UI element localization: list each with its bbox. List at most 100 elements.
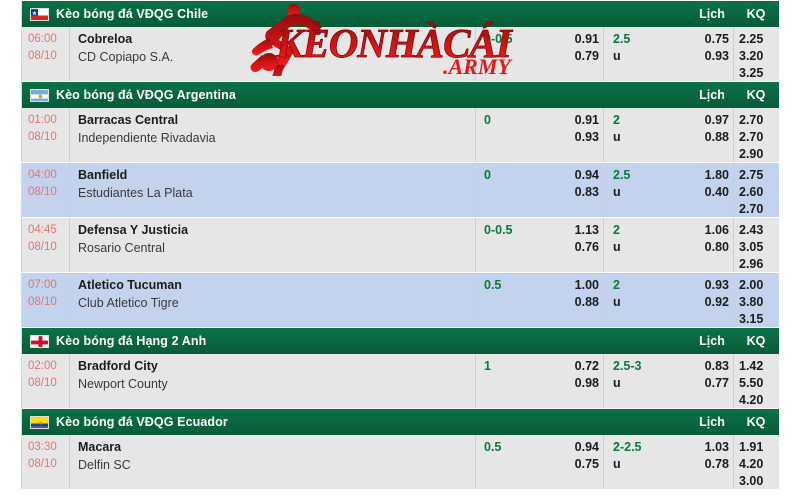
home-team-name[interactable]: Cobreloa [78, 32, 133, 46]
onextwo-odd-home[interactable]: 1.91 [739, 440, 764, 454]
onextwo-odd-away[interactable]: 4.20 [739, 393, 764, 407]
away-team-name[interactable]: Estudiantes La Plata [78, 186, 193, 200]
handicap-odd-away[interactable]: 0.79 [574, 49, 599, 63]
away-team-name[interactable]: Club Atletico Tigre [78, 296, 179, 310]
handicap-line[interactable]: 0-0.5 [484, 32, 513, 46]
handicap-line-cell[interactable]: 0. [475, 108, 545, 162]
under-marker[interactable]: u [613, 295, 621, 309]
under-marker[interactable]: u [613, 185, 621, 199]
home-team-name[interactable]: Banfield [78, 168, 128, 182]
under-odd[interactable]: 0.80 [704, 240, 729, 254]
over-odd[interactable]: 0.83 [704, 359, 729, 373]
away-team-name[interactable]: Newport County [78, 377, 168, 391]
overunder-line[interactable]: 2 [613, 113, 620, 127]
overunder-odds-cell[interactable]: 1.80 0.40 [681, 163, 733, 217]
league-header-ecuador[interactable]: Kèo bóng đá VĐQG Ecuador Lịch KQ [22, 409, 779, 435]
onextwo-odd-home[interactable]: 2.25 [739, 32, 764, 46]
column-header-kq[interactable]: KQ [746, 415, 766, 429]
under-odd[interactable]: 0.88 [704, 130, 729, 144]
onextwo-odd-home[interactable]: 2.70 [739, 113, 764, 127]
league-header-argentina[interactable]: Kèo bóng đá VĐQG Argentina Lịch KQ [22, 82, 779, 108]
column-header-lich[interactable]: Lịch [699, 415, 725, 429]
handicap-line[interactable]: 1 [484, 359, 491, 373]
column-header-kq[interactable]: KQ [746, 334, 766, 348]
onextwo-cell[interactable]: 1.42 5.50 4.20 [733, 354, 779, 408]
onextwo-odd-draw[interactable]: 2.60 [739, 185, 764, 199]
league-header-chile[interactable]: Kèo bóng đá VĐQG Chile Lịch KQ [22, 1, 779, 27]
overunder-odds-cell[interactable]: 1.06 0.80 [681, 218, 733, 272]
under-odd[interactable]: 0.40 [704, 185, 729, 199]
onextwo-odd-draw[interactable]: 4.20 [739, 457, 764, 471]
match-row[interactable]: 04:00 08/10 Banfield Estudiantes La Plata 0.… [22, 163, 779, 218]
onextwo-odd-away[interactable]: 2.70 [739, 202, 764, 216]
away-team-name[interactable]: Delfin SC [78, 458, 131, 472]
away-team-name[interactable]: Independiente Rivadavia [78, 131, 216, 145]
column-header-lich[interactable]: Lịch [699, 334, 725, 348]
handicap-odd-home[interactable]: 0.94 [574, 440, 599, 454]
overunder-odds-cell[interactable]: 0.75 0.93 [681, 27, 733, 81]
onextwo-odd-home[interactable]: 1.42 [739, 359, 764, 373]
league-header-england-league-two[interactable]: Kèo bóng đá Hạng 2 Anh Lịch KQ [22, 328, 779, 354]
onextwo-odd-home[interactable]: 2.00 [739, 278, 764, 292]
onextwo-odd-away[interactable]: 3.00 [739, 474, 764, 488]
onextwo-odd-draw[interactable]: 3.80 [739, 295, 764, 309]
under-marker[interactable]: u [613, 240, 621, 254]
handicap-odd-away[interactable]: 0.98 [574, 376, 599, 390]
handicap-odds-cell[interactable]: 0.94 0.75 [545, 435, 603, 489]
handicap-odds-cell[interactable]: 0.94 0.83 [545, 163, 603, 217]
match-row[interactable]: 07:00 08/10 Atletico Tucuman Club Atletico … [22, 273, 779, 328]
onextwo-cell[interactable]: 2.75 2.60 2.70 [733, 163, 779, 217]
overunder-line[interactable]: 2.5 [613, 168, 631, 182]
onextwo-odd-draw[interactable]: 3.05 [739, 240, 764, 254]
handicap-line-cell[interactable]: 0. [475, 163, 545, 217]
onextwo-cell[interactable]: 2.00 3.80 3.15 [733, 273, 779, 327]
onextwo-cell[interactable]: 2.25 3.20 3.25 [733, 27, 779, 81]
home-team-name[interactable]: Bradford City [78, 359, 158, 373]
overunder-line-cell[interactable]: 2.5-3 u [603, 354, 681, 408]
home-team-name[interactable]: Macara [78, 440, 122, 454]
handicap-odds-cell[interactable]: 0.91 0.79 [545, 27, 603, 81]
handicap-odd-away[interactable]: 0.76 [574, 240, 599, 254]
over-odd[interactable]: 0.97 [704, 113, 729, 127]
onextwo-odd-away[interactable]: 2.96 [739, 257, 764, 271]
match-row[interactable]: 04:45 08/10 Defensa Y Justicia Rosario Cent… [22, 218, 779, 273]
match-row[interactable]: 03:30 08/10 Macara Delfin SC 0.5. 0.94 0.75 2-2… [22, 435, 779, 490]
handicap-odd-home[interactable]: 0.94 [574, 168, 599, 182]
overunder-line-cell[interactable]: 2-2.5 u [603, 435, 681, 489]
over-odd[interactable]: 1.03 [704, 440, 729, 454]
away-team-name[interactable]: CD Copiapo S.A. [78, 50, 174, 64]
handicap-line-cell[interactable]: 0-0.5. [475, 27, 545, 81]
handicap-odd-away[interactable]: 0.75 [574, 457, 599, 471]
onextwo-odd-away[interactable]: 3.25 [739, 66, 764, 80]
handicap-odd-home[interactable]: 1.00 [574, 278, 599, 292]
handicap-odd-home[interactable]: 1.13 [574, 223, 599, 237]
over-odd[interactable]: 1.06 [704, 223, 729, 237]
handicap-odd-home[interactable]: 0.91 [574, 32, 599, 46]
overunder-line[interactable]: 2.5-3 [613, 359, 642, 373]
onextwo-odd-away[interactable]: 2.90 [739, 147, 764, 161]
handicap-line[interactable]: 0-0.5 [484, 223, 513, 237]
overunder-line-cell[interactable]: 2.5 u [603, 27, 681, 81]
handicap-odd-away[interactable]: 0.88 [574, 295, 599, 309]
onextwo-odd-away[interactable]: 3.15 [739, 312, 764, 326]
onextwo-odd-home[interactable]: 2.43 [739, 223, 764, 237]
over-odd[interactable]: 1.80 [704, 168, 729, 182]
over-odd[interactable]: 0.93 [704, 278, 729, 292]
handicap-line-cell[interactable]: 0.5. [475, 273, 545, 327]
column-header-kq[interactable]: KQ [746, 88, 766, 102]
away-team-name[interactable]: Rosario Central [78, 241, 165, 255]
over-odd[interactable]: 0.75 [704, 32, 729, 46]
under-odd[interactable]: 0.78 [704, 457, 729, 471]
under-odd[interactable]: 0.92 [704, 295, 729, 309]
under-odd[interactable]: 0.77 [704, 376, 729, 390]
handicap-odd-away[interactable]: 0.83 [574, 185, 599, 199]
handicap-odds-cell[interactable]: 1.13 0.76 [545, 218, 603, 272]
handicap-line[interactable]: 0 [484, 113, 491, 127]
overunder-odds-cell[interactable]: 0.97 0.88 [681, 108, 733, 162]
column-header-lich[interactable]: Lịch [699, 88, 725, 102]
column-header-lich[interactable]: Lịch [699, 7, 725, 21]
handicap-line[interactable]: 0.5 [484, 278, 502, 292]
